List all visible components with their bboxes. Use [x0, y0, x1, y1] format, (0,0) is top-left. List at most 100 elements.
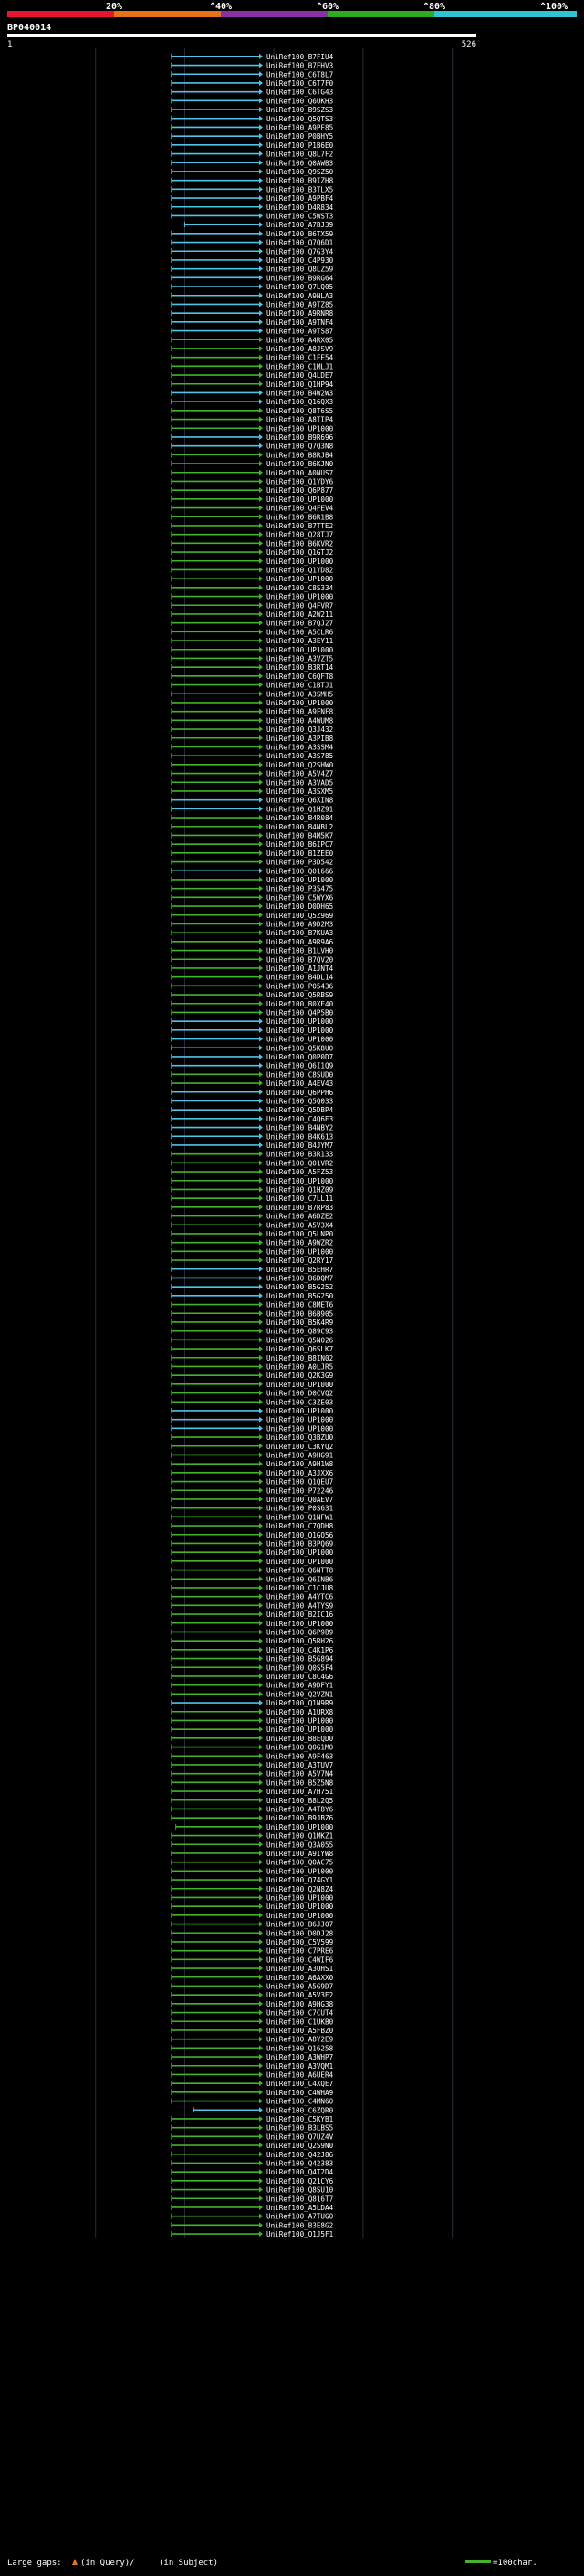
hit-label[interactable]: UniRef100_B3RT14	[266, 663, 334, 672]
hit-label[interactable]: UniRef100_Q5Z969	[266, 912, 334, 920]
hit-label[interactable]: UniRef100_Q1HP94	[266, 381, 334, 389]
hit-label[interactable]: UniRef100_Q4LDE7	[266, 371, 333, 380]
hit-label[interactable]: UniRef100_B6B905	[266, 1309, 333, 1318]
hit-row[interactable]: UniRef100_Q89C93	[171, 1328, 333, 1336]
hit-row[interactable]: UniRef100_C8S334	[171, 584, 334, 592]
hit-label[interactable]: UniRef100_Q16258	[266, 2044, 334, 2052]
hit-label[interactable]: UniRef100_C8S334	[266, 584, 334, 592]
hit-row[interactable]: UniRef100_Q2S9N0	[171, 2142, 334, 2150]
hit-row[interactable]: UniRef100_A4EV43	[171, 1079, 333, 1088]
hit-row[interactable]: UniRef100_Q21CY6	[171, 2177, 334, 2185]
hit-label[interactable]: UniRef100_B3LBS5	[266, 2124, 333, 2133]
hit-label[interactable]: UniRef100_B7FHV3	[266, 62, 333, 70]
hit-row[interactable]: UniRef100_B9IZH8	[171, 177, 334, 185]
hit-row[interactable]: UniRef100_A9IYW8	[171, 1850, 334, 1858]
hit-label[interactable]: UniRef100_Q21CY6	[266, 2177, 334, 2185]
hit-row[interactable]: UniRef100_A3SSM4	[171, 743, 334, 751]
hit-row[interactable]: UniRef100_Q2VZN1	[171, 1690, 334, 1698]
hit-label[interactable]: UniRef100_A1JNT4	[266, 965, 334, 973]
hit-row[interactable]: UniRef100_C8C4G6	[171, 1673, 334, 1681]
hit-label[interactable]: UniRef100_Q4FVR7	[266, 601, 333, 610]
hit-row[interactable]: UniRef100_A9R9A6	[171, 938, 334, 946]
hit-row[interactable]: UniRef100_B7QJ27	[171, 620, 333, 628]
hit-label[interactable]: UniRef100_C5WYX6	[266, 893, 334, 902]
hit-row[interactable]: UniRef100_A9HG91	[171, 1451, 334, 1459]
hit-row[interactable]: UniRef100_C5KYB1	[171, 2115, 334, 2123]
hit-row[interactable]: UniRef100_A9HG38	[171, 2000, 334, 2008]
hit-label[interactable]: UniRef100_Q6P9B9	[266, 1628, 334, 1636]
hit-row[interactable]: UniRef100_C8SUD0	[171, 1070, 334, 1079]
hit-row[interactable]: UniRef100_C4K1P6	[171, 1646, 334, 1654]
hit-row[interactable]: UniRef100_C7LL11	[171, 1194, 334, 1203]
hit-label[interactable]: UniRef100_C7PRE6	[266, 1947, 334, 1955]
hit-label[interactable]: UniRef100_B4M5K7	[266, 831, 333, 840]
hit-label[interactable]: UniRef100_Q7LQ05	[266, 283, 333, 291]
hit-row[interactable]: UniRef100_Q0P0D7	[171, 1053, 333, 1061]
hit-label[interactable]: UniRef100_Q7Q6D1	[266, 239, 334, 247]
hit-label[interactable]: UniRef100_B5EHR7	[266, 1266, 333, 1274]
hit-label[interactable]: UniRef100_A7TUG0	[266, 2213, 334, 2221]
hit-row[interactable]: UniRef100_Q4FEV4	[171, 505, 334, 513]
hit-label[interactable]: UniRef100_D0DH65	[266, 902, 333, 911]
hit-row[interactable]: UniRef100_Q1GTJ2	[171, 548, 333, 557]
hit-label[interactable]: UniRef100_Q5RH26	[266, 1637, 334, 1645]
hit-row[interactable]: UniRef100_A9F463	[171, 1752, 333, 1760]
hit-label[interactable]: UniRef100_A9H1W8	[266, 1460, 334, 1468]
hit-row[interactable]: UniRef100_B3PQ69	[171, 1539, 334, 1548]
hit-row[interactable]: UniRef100_Q6PPH6	[171, 1089, 334, 1097]
hit-row[interactable]: UniRef100_UP1000	[171, 424, 334, 433]
hit-row[interactable]: UniRef100_C6ZQR0	[193, 2106, 334, 2114]
hit-label[interactable]: UniRef100_Q2S9N0	[266, 2142, 334, 2150]
hit-row[interactable]: UniRef100_B6IPC7	[171, 840, 333, 849]
hit-row[interactable]: UniRef100_A4WUM8	[171, 716, 334, 725]
hit-label[interactable]: UniRef100_A3TUV7	[266, 1761, 333, 1769]
hit-row[interactable]: UniRef100_UP1000	[171, 1893, 334, 1902]
hit-row[interactable]: UniRef100_Q5LNP0	[171, 1230, 334, 1238]
hit-row[interactable]: UniRef100_Q8SU10	[171, 2186, 334, 2195]
hit-label[interactable]: UniRef100_C8C4G6	[266, 1673, 334, 1681]
hit-label[interactable]: UniRef100_Q1GQ56	[266, 1531, 334, 1539]
hit-row[interactable]: UniRef100_UP1000	[171, 575, 334, 583]
hit-label[interactable]: UniRef100_C6QFT8	[266, 673, 334, 681]
hit-row[interactable]: UniRef100_UP1000	[171, 1620, 334, 1628]
hit-label[interactable]: UniRef100_UP1000	[266, 1416, 334, 1424]
hit-row[interactable]: UniRef100_A3PIB8	[171, 735, 334, 743]
hit-label[interactable]: UniRef100_A9D2M3	[266, 920, 333, 928]
hit-row[interactable]: UniRef100_C6T7F0	[171, 79, 334, 88]
hit-label[interactable]: UniRef100_B3E8G2	[266, 2221, 333, 2229]
hit-label[interactable]: UniRef100_Q1HZ91	[266, 805, 334, 813]
hit-label[interactable]: UniRef100_C4P930	[266, 256, 334, 265]
hit-row[interactable]: UniRef100_B5G894	[171, 1655, 334, 1663]
hit-label[interactable]: UniRef100_A9F463	[266, 1752, 333, 1760]
hit-row[interactable]: UniRef100_A9PF85	[171, 123, 333, 131]
hit-row[interactable]: UniRef100_A9NLA3	[171, 292, 333, 300]
hit-label[interactable]: UniRef100_UP1000	[266, 1726, 334, 1734]
hit-row[interactable]: UniRef100_B4NBL2	[171, 823, 333, 831]
hit-label[interactable]: UniRef100_B6TX59	[266, 230, 334, 238]
hit-row[interactable]: UniRef100_D0CVQ2	[171, 1390, 333, 1398]
hit-row[interactable]: UniRef100_A9H1W8	[171, 1460, 334, 1468]
hit-row[interactable]: UniRef100_B9JBZ6	[171, 1814, 334, 1822]
hit-row[interactable]: UniRef100_Q4LDE7	[171, 371, 333, 380]
hit-label[interactable]: UniRef100_Q816T7	[266, 2195, 333, 2203]
hit-label[interactable]: UniRef100_A8JSV9	[266, 345, 334, 353]
hit-label[interactable]: UniRef100_Q1QEU7	[266, 1478, 333, 1486]
hit-row[interactable]: UniRef100_A4TYS9	[171, 1601, 334, 1610]
hit-row[interactable]: UniRef100_C4MN60	[171, 2098, 334, 2106]
hit-row[interactable]: UniRef100_A3VQM1	[171, 2062, 334, 2070]
hit-label[interactable]: UniRef100_A5V7N4	[266, 1770, 334, 1778]
hit-label[interactable]: UniRef100_UP1000	[266, 876, 334, 884]
hit-row[interactable]: UniRef100_A9TNF4	[171, 318, 334, 327]
hit-label[interactable]: UniRef100_C6ZQR0	[266, 2106, 334, 2114]
hit-label[interactable]: UniRef100_Q6I1Q9	[266, 1062, 334, 1070]
hit-label[interactable]: UniRef100_Q0S5F4	[266, 1663, 334, 1672]
hit-label[interactable]: UniRef100_A5LDA4	[266, 2204, 334, 2212]
hit-row[interactable]: UniRef100_Q74GY1	[171, 1876, 334, 1884]
hit-label[interactable]: UniRef100_C1UKB0	[266, 2018, 334, 2026]
hit-label[interactable]: UniRef100_A3JXX6	[266, 1469, 334, 1477]
hit-label[interactable]: UniRef100_UP1000	[266, 1620, 334, 1628]
hit-label[interactable]: UniRef100_Q0AEV7	[266, 1496, 333, 1504]
hit-label[interactable]: UniRef100_D0DJ28	[266, 1929, 334, 1937]
hit-label[interactable]: UniRef100_Q8SU10	[266, 2186, 334, 2195]
hit-row[interactable]: UniRef100_Q8LZ59	[171, 266, 334, 274]
